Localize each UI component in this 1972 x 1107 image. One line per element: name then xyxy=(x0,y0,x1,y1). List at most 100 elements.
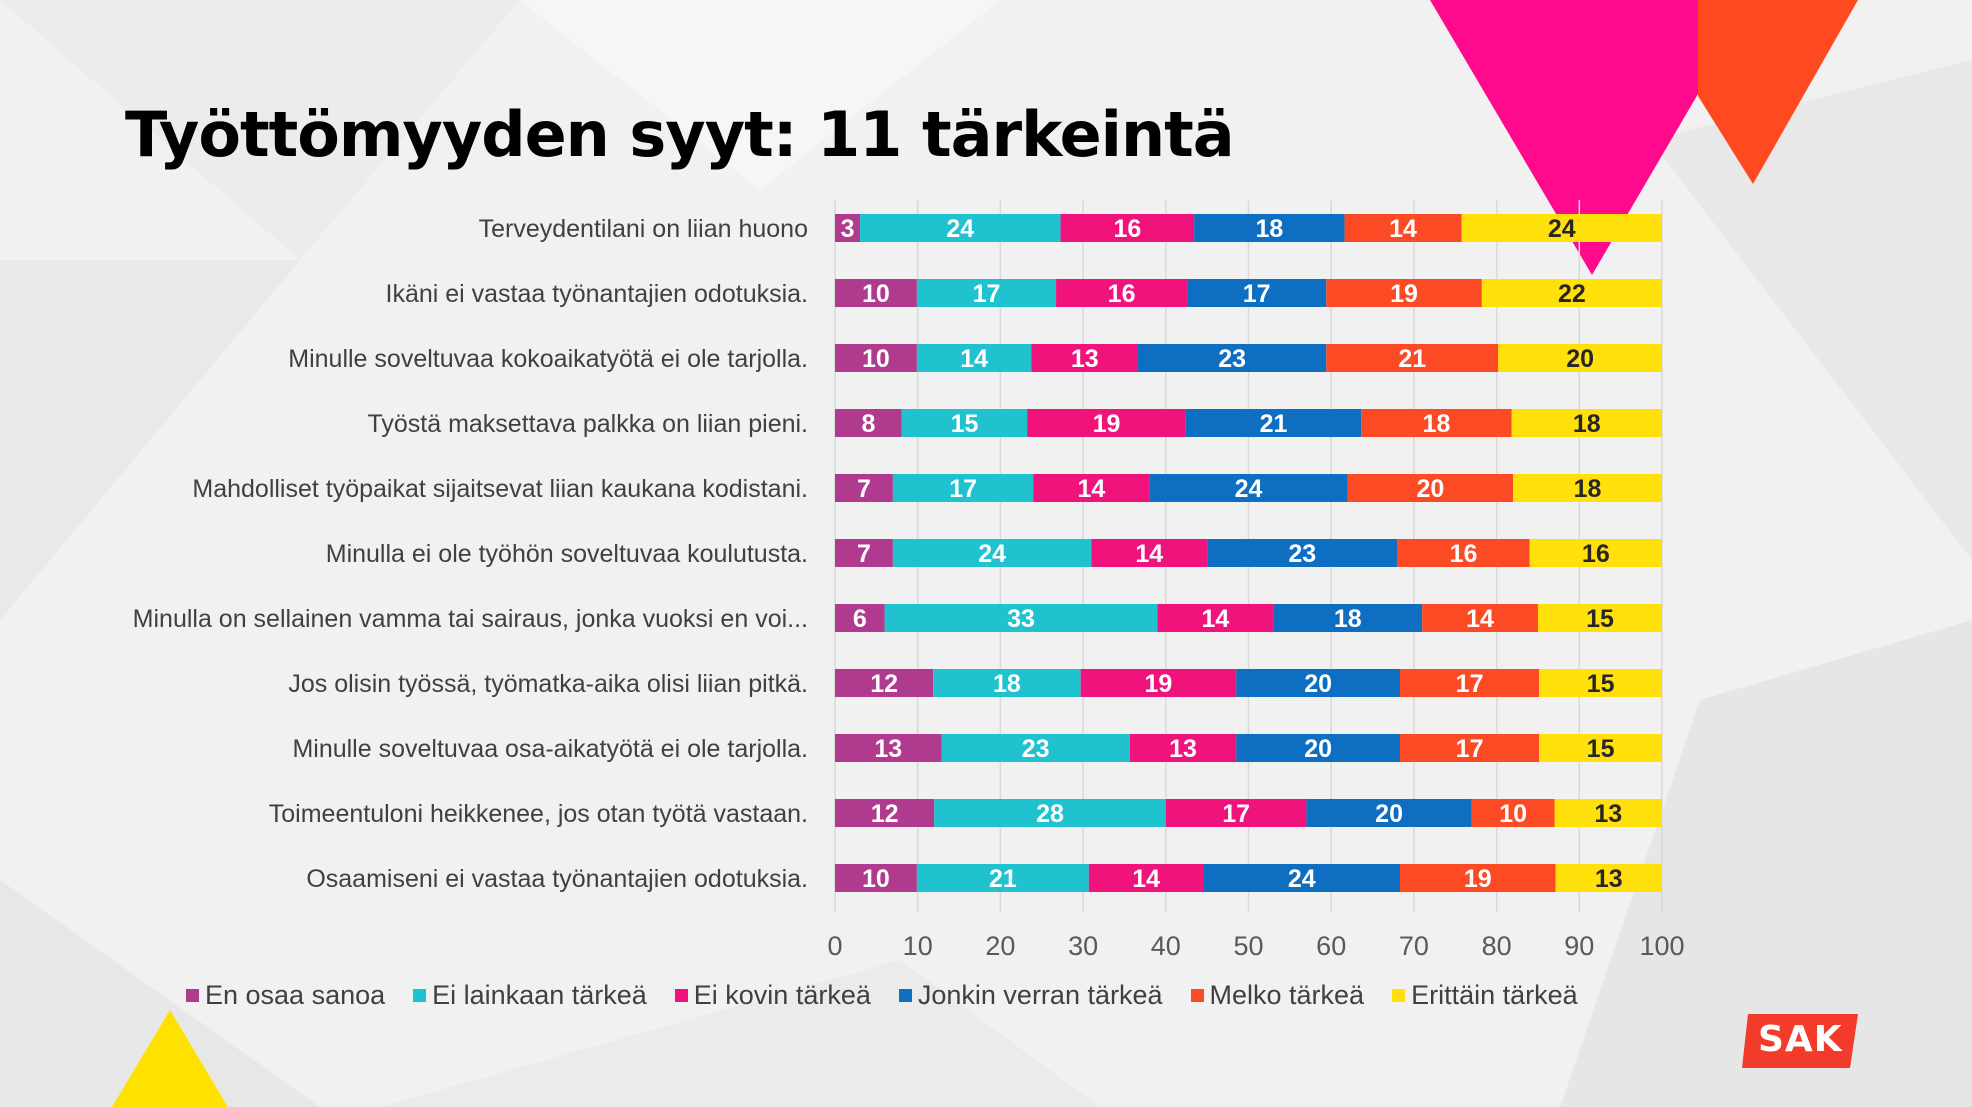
x-tick-label: 90 xyxy=(1564,931,1594,961)
category-label: Terveydentilani on liian huono xyxy=(479,215,808,243)
data-label: 14 xyxy=(1077,475,1105,503)
data-label: 15 xyxy=(1587,735,1615,763)
legend-swatch xyxy=(1392,989,1406,1002)
legend-item: Erittäin tärkeä xyxy=(1392,980,1578,1011)
legend-label: Erittäin tärkeä xyxy=(1411,980,1578,1010)
bar-segment xyxy=(1422,604,1538,632)
bar-segment xyxy=(892,539,1092,567)
category-label: Osaamiseni ei vastaa työnantajien odotuk… xyxy=(306,865,808,893)
data-label: 16 xyxy=(1113,215,1141,243)
category-label: Jos olisin työssä, työmatka-aika olisi l… xyxy=(288,670,808,698)
bar-segment xyxy=(1157,604,1274,632)
data-label: 17 xyxy=(973,280,1001,308)
bar-segment xyxy=(1397,539,1530,567)
data-label: 10 xyxy=(1499,800,1527,828)
category-label: Minulla ei ole työhön soveltuvaa koulutu… xyxy=(326,540,808,568)
bar-segment xyxy=(1539,669,1662,697)
logo-text: SAK xyxy=(1758,1019,1843,1060)
bg-facet xyxy=(0,260,300,620)
category-label: Toimeentuloni heikkenee, jos otan työtä … xyxy=(269,800,808,828)
data-label: 23 xyxy=(1022,735,1050,763)
data-label: 17 xyxy=(1456,735,1484,763)
data-label: 13 xyxy=(1595,865,1623,893)
bar-segment xyxy=(1137,344,1327,372)
data-label: 17 xyxy=(1243,280,1271,308)
bar-segment xyxy=(1513,474,1662,502)
sak-logo xyxy=(1742,1014,1858,1068)
data-label: 12 xyxy=(870,670,898,698)
bar-segment xyxy=(835,864,917,892)
bar-segment xyxy=(916,279,1057,307)
bar-segment xyxy=(1056,279,1188,307)
data-label: 20 xyxy=(1304,670,1332,698)
data-label: 20 xyxy=(1417,475,1445,503)
bar-segment xyxy=(1326,344,1499,372)
bar-segment xyxy=(835,279,917,307)
bar-segment xyxy=(916,344,1032,372)
x-tick-label: 0 xyxy=(827,931,842,961)
data-label: 6 xyxy=(853,605,867,633)
bg-facet xyxy=(0,880,320,1107)
bar-segment xyxy=(835,734,942,762)
category-labels: Terveydentilani on liian huono Ikäni ei v… xyxy=(133,215,808,893)
data-label: 14 xyxy=(1135,540,1163,568)
chart-title: Työttömyyden syyt: 11 tärkeintä xyxy=(125,98,1235,171)
data-label: 23 xyxy=(1288,540,1316,568)
data-label: 18 xyxy=(1255,215,1283,243)
bar-segment xyxy=(884,604,1158,632)
x-axis-ticks: 0 10 20 30 40 50 60 70 80 90 100 xyxy=(827,931,1684,961)
data-label: 14 xyxy=(960,345,988,373)
data-label: 16 xyxy=(1450,540,1478,568)
data-label: 16 xyxy=(1582,540,1610,568)
data-label: 17 xyxy=(1222,800,1250,828)
category-label: Minulle soveltuvaa kokoaikatyötä ei ole … xyxy=(288,345,808,373)
bar-segment xyxy=(860,214,1061,242)
data-label: 7 xyxy=(857,475,871,503)
bar-segment xyxy=(1236,734,1400,762)
bar-segment xyxy=(835,214,861,242)
data-label: 24 xyxy=(1548,215,1576,243)
bar-segment xyxy=(1344,214,1462,242)
bar-segment xyxy=(835,474,893,502)
data-label: 7 xyxy=(857,540,871,568)
data-label: 22 xyxy=(1558,280,1586,308)
data-label: 10 xyxy=(862,865,890,893)
bar-segment xyxy=(1347,474,1514,502)
bar-segment xyxy=(1088,864,1204,892)
data-label: 18 xyxy=(1423,410,1451,438)
data-label: 19 xyxy=(1145,670,1173,698)
bar-segment xyxy=(1539,734,1662,762)
bar-segment xyxy=(1399,669,1540,697)
legend-item: Melko tärkeä xyxy=(1190,980,1364,1011)
data-label: 19 xyxy=(1093,410,1121,438)
data-label: 24 xyxy=(978,540,1006,568)
data-label: 33 xyxy=(1007,605,1035,633)
bg-facet xyxy=(0,0,520,260)
bar-segment xyxy=(1165,799,1307,827)
bar-segment xyxy=(1471,799,1555,827)
bar-segment xyxy=(1080,669,1237,697)
bar-segment xyxy=(1511,409,1662,437)
bar-segment xyxy=(835,604,885,632)
legend-swatch xyxy=(413,989,427,1002)
legend-item: Jonkin verran tärkeä xyxy=(898,980,1163,1011)
data-label: 14 xyxy=(1466,605,1494,633)
bar-segment xyxy=(1555,864,1662,892)
data-label: 18 xyxy=(1334,605,1362,633)
category-label: Minulla on sellainen vamma tai sairaus, … xyxy=(133,605,808,633)
bar-segment xyxy=(1031,344,1138,372)
data-label: 17 xyxy=(949,475,977,503)
data-label: 15 xyxy=(1587,670,1615,698)
bar-segment xyxy=(1498,344,1662,372)
bar-segment xyxy=(1537,604,1662,632)
x-tick-label: 50 xyxy=(1233,931,1263,961)
data-label: 3 xyxy=(841,215,855,243)
bar-segment xyxy=(1194,214,1345,242)
bar-segment xyxy=(1149,474,1348,502)
magenta-triangle-decoration xyxy=(1430,0,1753,275)
data-label: 12 xyxy=(871,800,899,828)
bg-facet xyxy=(380,960,1100,1107)
x-tick-label: 30 xyxy=(1068,931,1098,961)
